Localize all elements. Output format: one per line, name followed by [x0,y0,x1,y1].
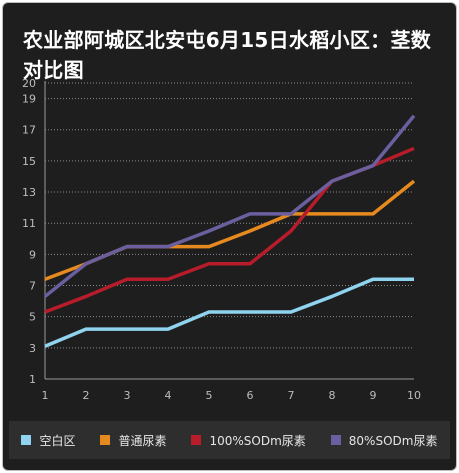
y-tick-label: 20 [22,77,36,90]
x-tick-label: 4 [165,389,172,402]
y-tick-label: 3 [29,342,36,355]
x-tick-label: 3 [124,389,131,402]
y-tick-label: 15 [22,155,36,168]
legend-item: 空白区 [21,432,76,449]
chart-title: 农业部阿城区北安屯6月15日水稻小区：茎数对比图 [23,28,432,82]
y-tick-label: 17 [22,124,36,137]
x-tick-label: 9 [370,389,377,402]
y-tick-label: 11 [22,217,36,230]
legend-swatch [21,435,32,445]
x-tick-label: 6 [247,389,254,402]
legend-item: 100%SODm尿素 [191,432,306,449]
x-tick-label: 1 [42,389,49,402]
series-line [44,146,415,314]
x-tick-label: 5 [206,389,213,402]
legend-label: 100%SODm尿素 [209,433,306,448]
y-tick-label: 13 [22,186,36,199]
legend-label: 80%SODm尿素 [348,433,438,448]
y-tick-label: 9 [29,248,36,261]
y-tick-label: 1 [29,373,36,386]
legend-label: 普通尿素 [118,433,167,448]
legend-item: 普通尿素 [100,432,167,449]
x-tick-label: 2 [83,389,90,402]
x-tick-label: 7 [288,389,295,402]
y-tick-label: 19 [22,93,36,106]
legend-swatch [330,435,341,445]
x-tick-label: 8 [329,389,336,402]
y-tick-label: 7 [29,280,36,293]
legend-label: 空白区 [39,433,76,448]
legend-swatch [100,435,111,445]
x-tick-label: 10 [407,389,421,402]
legend-item: 80%SODm尿素 [330,432,438,449]
legend: 空白区 普通尿素 100%SODm尿素 80%SODm尿素 [9,421,450,459]
series-line [43,114,416,298]
series-line [44,277,414,348]
y-tick-label: 5 [29,311,36,324]
legend-swatch [191,435,202,445]
